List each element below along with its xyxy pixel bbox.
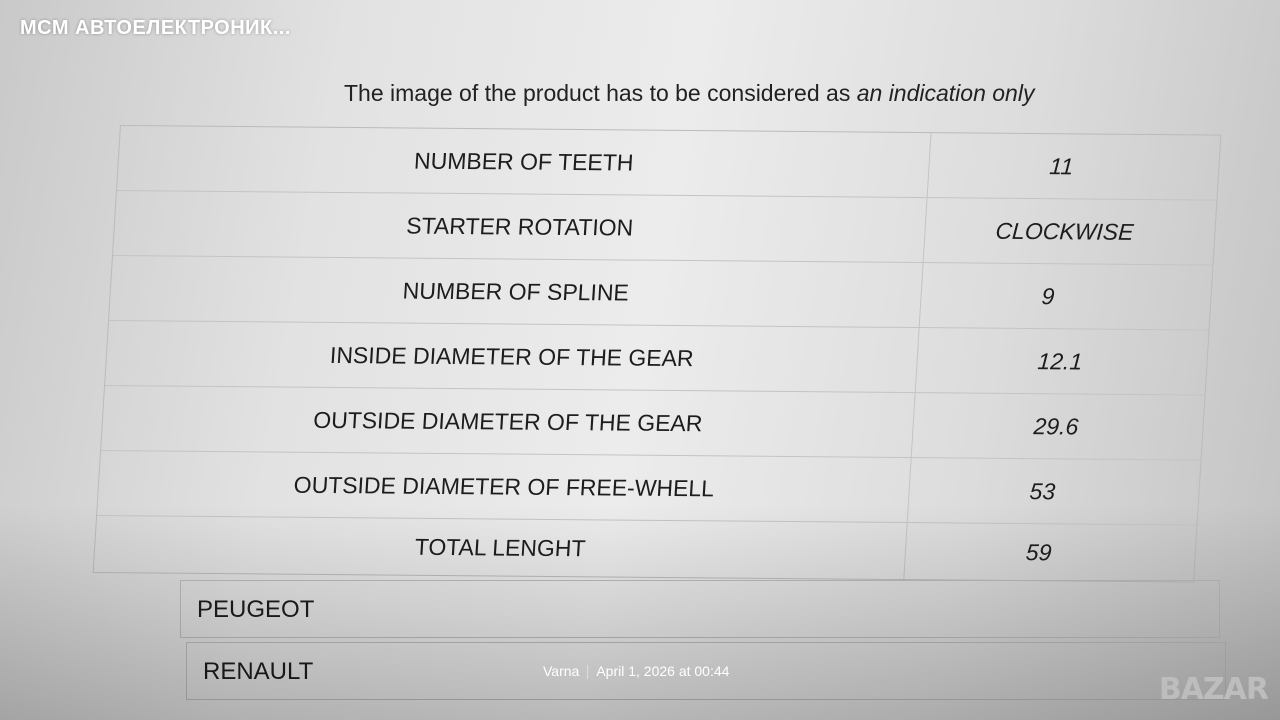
- table-row: NUMBER OF TEETH 11: [116, 126, 1221, 201]
- spec-label: OUTSIDE DIAMETER OF FREE-WHELL: [97, 450, 912, 523]
- spec-label: OUTSIDE DIAMETER OF THE GEAR: [101, 385, 916, 458]
- disclaimer-text: The image of the product has to be consi…: [344, 80, 857, 106]
- seller-name[interactable]: МСМ АВТОЕЛЕКТРОНИК...: [20, 17, 291, 39]
- table-row: INSIDE DIAMETER OF THE GEAR 12.1: [105, 321, 1209, 396]
- spec-value: CLOCKWISE: [994, 217, 1135, 245]
- listing-meta: Varna April 1, 2026 at 00:44: [543, 663, 730, 680]
- table-row: TOTAL LENGHT 59: [93, 515, 1197, 582]
- spec-value: 11: [1048, 153, 1075, 180]
- location: Varna: [543, 663, 580, 679]
- image-disclaimer: The image of the product has to be consi…: [344, 80, 1034, 107]
- table-row: NUMBER OF SPLINE 9: [109, 256, 1213, 331]
- spec-value: 59: [1025, 539, 1053, 566]
- spec-label: NUMBER OF SPLINE: [109, 256, 924, 328]
- spec-label: STARTER ROTATION: [113, 191, 928, 263]
- make-row-renault: RENAULT: [186, 642, 1226, 700]
- table-row: STARTER ROTATION CLOCKWISE: [112, 191, 1217, 266]
- spec-label: NUMBER OF TEETH: [117, 126, 932, 198]
- spec-label: INSIDE DIAMETER OF THE GEAR: [105, 321, 920, 393]
- post-date: April 1, 2026 at 00:44: [596, 663, 730, 679]
- spec-value: 9: [1040, 283, 1056, 310]
- bazar-logo: BAZAR: [1158, 672, 1269, 707]
- spec-table: NUMBER OF TEETH 11 STARTER ROTATION CLOCKW…: [92, 125, 1222, 583]
- spec-value: 53: [1028, 478, 1057, 505]
- table-row: OUTSIDE DIAMETER OF FREE-WHELL 53: [97, 450, 1201, 526]
- table-row: OUTSIDE DIAMETER OF THE GEAR 29.6: [101, 385, 1205, 461]
- spec-value: 12.1: [1036, 348, 1084, 375]
- make-row-peugeot: PEUGEOT: [180, 580, 1220, 638]
- spec-label: TOTAL LENGHT: [93, 515, 908, 580]
- spec-value: 29.6: [1032, 413, 1080, 440]
- disclaimer-emphasis: an indication only: [856, 80, 1035, 106]
- divider: [587, 665, 589, 680]
